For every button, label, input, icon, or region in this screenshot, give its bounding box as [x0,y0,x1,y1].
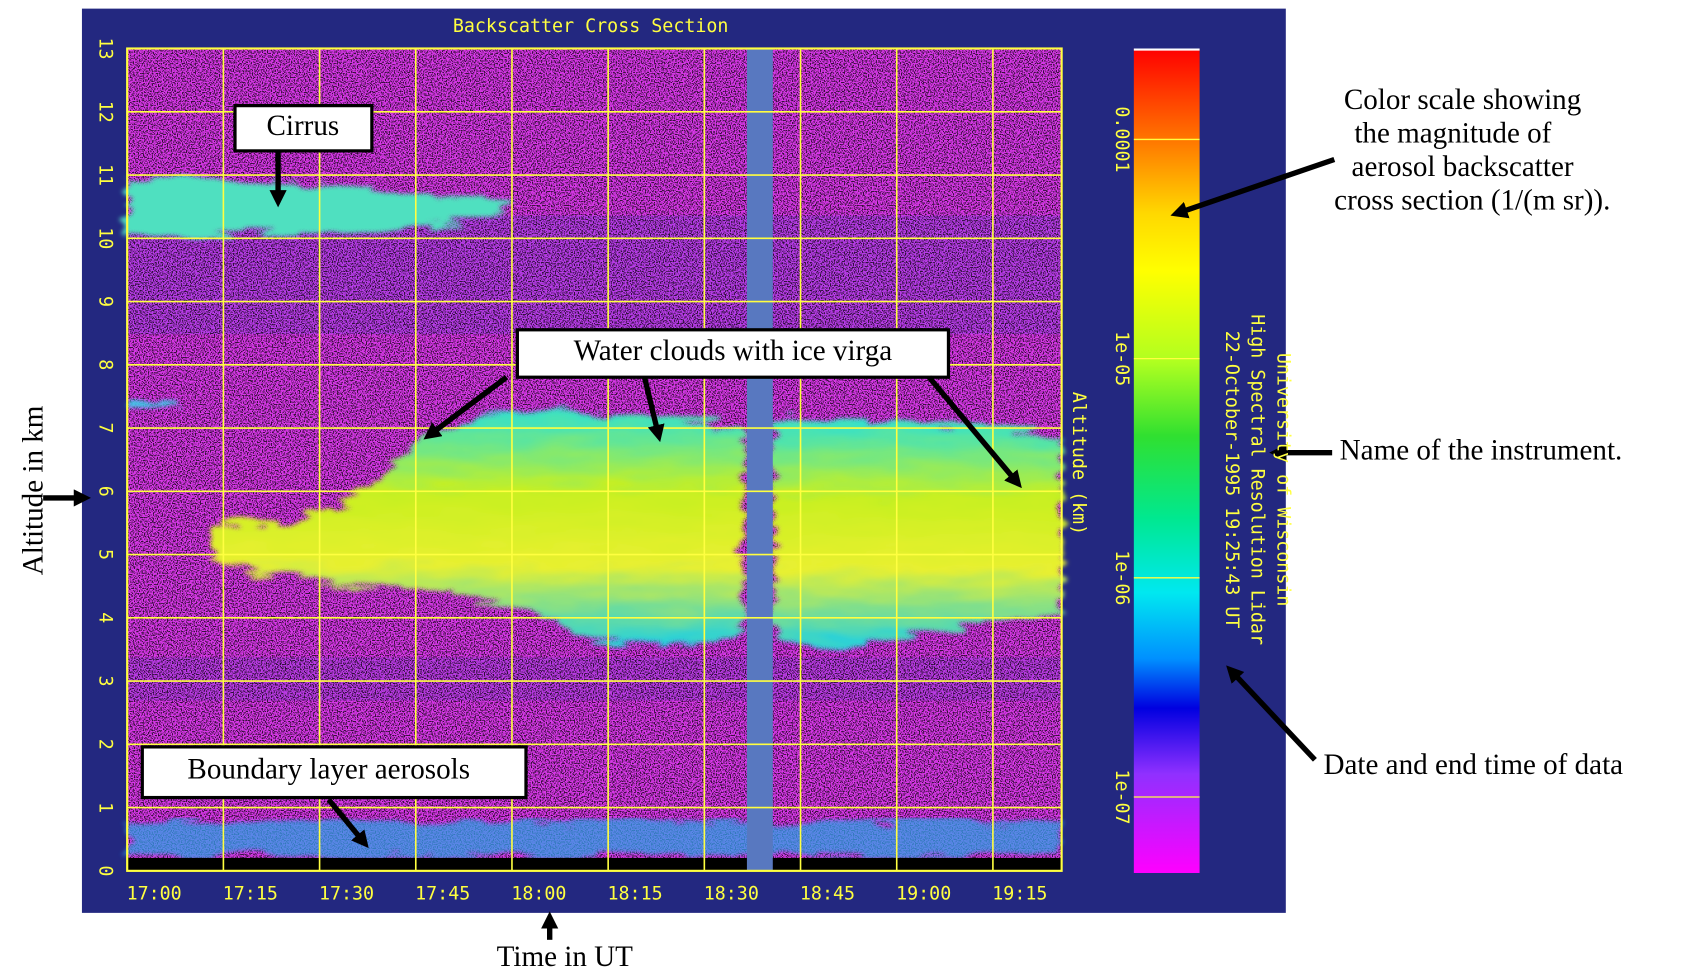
arrow [1226,665,1317,762]
x-tick-label: 19:00 [896,884,951,905]
y-tick-label: 5 [95,549,116,560]
annotation: Name of the instrument. [1340,434,1623,466]
y-tick-label: 10 [95,227,116,249]
arrow [926,375,1022,489]
annotation: cross section (1/(m sr)). [1334,184,1610,216]
colorbar-tick-label: 1e-05 [1111,331,1132,386]
x-tick-label: 17:00 [127,884,182,905]
instrument-label: University of Wisconsin [1273,353,1294,607]
boundary-layer [127,821,1062,856]
y-tick-label: 0 [95,865,116,876]
cloud [127,398,178,410]
ground-band [127,857,1062,871]
arrow [423,375,509,440]
annotations: Cirrus Water clouds with ice virga Bound… [17,84,1623,973]
annotation: Time in UT [497,941,633,973]
plot-frame [126,47,1063,872]
colorbar-tick-label: 0.0001 [1111,106,1132,172]
x-tick-label: 17:45 [415,884,470,905]
arrow [326,797,369,849]
x-tick-label: 17:30 [319,884,374,905]
annotation: Altitude in km [17,405,49,575]
water-cloud [210,411,744,646]
water-cloud [772,418,1062,649]
y-tick-label: 2 [95,739,116,750]
annotation: Boundary layer aerosols [187,753,470,785]
y-tick-label: 13 [95,37,116,59]
x-tick-label: 18:45 [800,884,855,905]
x-tick-label: 17:15 [223,884,278,905]
x-tick-label: 18:15 [608,884,663,905]
y-tick-label: 4 [95,612,116,623]
colorbar-tick-label: 1e-06 [1111,550,1132,605]
annotation: Water clouds with ice virga [574,335,893,367]
instrument-label: 22-October-1995 19:25:43 UT [1221,331,1242,629]
chart-title: Backscatter Cross Section [453,16,729,37]
y-axis-title: Altitude (km) [1068,392,1089,535]
colorbar-tick-label: 1e-07 [1111,769,1132,824]
x-tick-label: 19:15 [992,884,1047,905]
annotation: the magnitude of [1354,117,1551,149]
y-tick-label: 9 [95,296,116,307]
cirrus-cloud [127,176,518,240]
annotation-box [515,328,951,379]
annotation: aerosol backscatter [1352,151,1574,183]
y-tick-label: 6 [95,486,116,497]
annotation: Cirrus [267,110,340,142]
y-tick-label: 8 [95,359,116,370]
annotation-box [233,104,374,153]
annotation: Color scale showing [1344,84,1581,116]
y-tick-label: 7 [95,423,116,434]
colorbar [1133,48,1200,873]
plot-area [126,47,1063,872]
y-tick-label: 12 [95,101,116,123]
y-tick-label: 1 [95,802,116,813]
y-tick-label: 11 [95,164,116,186]
x-tick-label: 18:30 [704,884,759,905]
annotation-box [140,745,528,800]
arrow [1170,156,1336,219]
arrow [641,376,665,443]
instrument-label: High Spectral Resolution Lidar [1247,314,1268,645]
annotation: Date and end time of data [1324,749,1624,781]
y-tick-label: 3 [95,676,116,687]
data-gap [746,48,773,871]
x-tick-label: 18:00 [511,884,566,905]
